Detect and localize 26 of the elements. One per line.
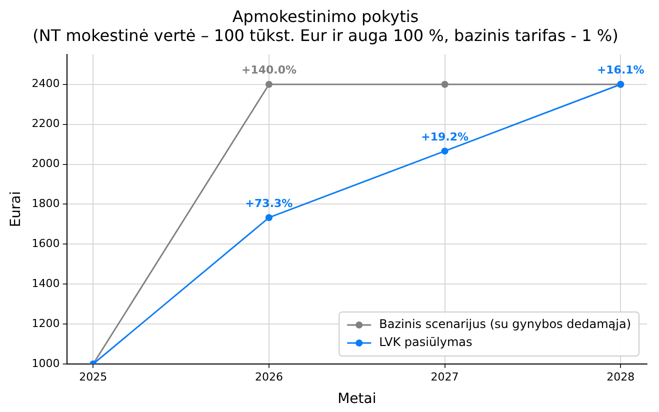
legend-label: Bazinis scenarijus (su gynybos dedamąja) bbox=[379, 317, 632, 332]
y-tick-label: 1200 bbox=[32, 316, 60, 330]
x-tick-label: 2026 bbox=[254, 370, 283, 384]
x-tick-label: 2028 bbox=[606, 370, 635, 384]
point bbox=[265, 214, 272, 222]
x-axis-title: Metai bbox=[338, 391, 376, 408]
y-tick-label: 2200 bbox=[32, 117, 60, 130]
y-tick-label: 1800 bbox=[32, 197, 60, 210]
legend-label: LVK pasiūlymas bbox=[379, 335, 472, 350]
y-tick-label: 1000 bbox=[32, 356, 60, 370]
y-tick-label: 1400 bbox=[32, 276, 60, 290]
y-axis-title: Eurai bbox=[8, 191, 24, 228]
annotation: +19.2% bbox=[421, 130, 468, 144]
chart-title: Apmokestinimo pokytis bbox=[232, 6, 419, 26]
annotation: +140.0% bbox=[241, 64, 297, 77]
annotation: +73.3% bbox=[245, 196, 293, 210]
annotation: +16.1% bbox=[596, 64, 644, 77]
y-tick-label: 2400 bbox=[32, 77, 60, 90]
point bbox=[441, 148, 448, 155]
chart-subtitle: (NT mokestinė vertė – 100 tūkst. Eur ir auga 100 %, bazinis tarifas - 1 %) bbox=[32, 26, 618, 45]
y-tick-label: 2000 bbox=[32, 157, 60, 170]
x-tick-label: 2025 bbox=[79, 370, 108, 384]
x-tick-label: 2027 bbox=[430, 370, 459, 384]
point bbox=[265, 80, 272, 88]
y-tick-label: 1600 bbox=[32, 237, 60, 250]
point bbox=[441, 80, 448, 88]
